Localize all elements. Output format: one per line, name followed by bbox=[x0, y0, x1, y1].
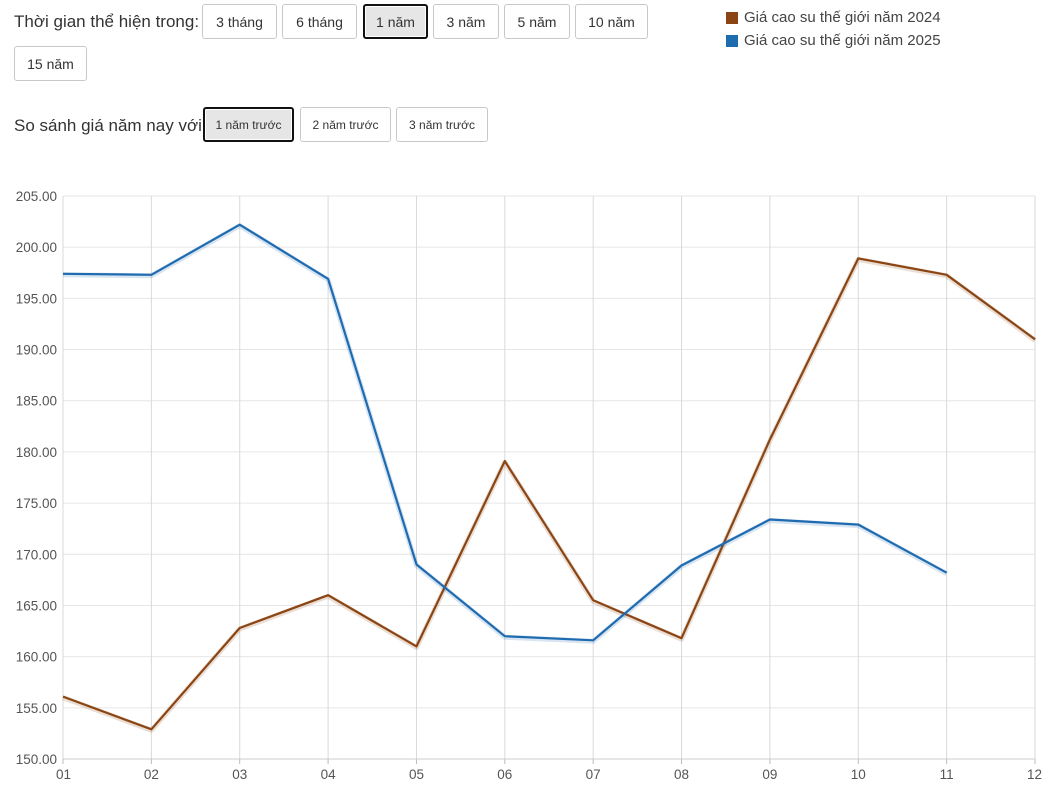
legend-label-2025: Giá cao su thế giới năm 2025 bbox=[744, 32, 941, 49]
y-tick-label: 190.00 bbox=[16, 343, 57, 358]
x-tick-label: 02 bbox=[144, 767, 159, 782]
legend-item-2025[interactable]: Giá cao su thế giới năm 2025 bbox=[726, 29, 941, 52]
legend-swatch-2025 bbox=[726, 34, 738, 47]
legend-item-2024[interactable]: Giá cao su thế giới năm 2024 bbox=[726, 6, 941, 29]
x-tick-label: 01 bbox=[56, 767, 71, 782]
series-line-2025 bbox=[62, 223, 948, 642]
y-tick-label: 185.00 bbox=[16, 394, 57, 409]
period-3-years-button[interactable]: 3 năm bbox=[433, 4, 499, 39]
compare-1-year-button[interactable]: 1 năm trước bbox=[203, 107, 294, 142]
y-tick-label: 205.00 bbox=[16, 189, 57, 204]
x-tick-label: 09 bbox=[762, 767, 777, 782]
period-1-year-button[interactable]: 1 năm bbox=[363, 4, 428, 39]
x-tick-label: 07 bbox=[586, 767, 601, 782]
line-chart: 205.00 200.00 195.00 190.00 185.00 180.00 175.… bbox=[16, 189, 1042, 782]
y-tick-label: 160.00 bbox=[16, 650, 57, 665]
period-3-months-button[interactable]: 3 tháng bbox=[202, 4, 277, 39]
chart-legend: Giá cao su thế giới năm 2024 Giá cao su … bbox=[726, 6, 941, 52]
period-6-months-button[interactable]: 6 tháng bbox=[282, 4, 357, 39]
series-line-2024 bbox=[62, 257, 1036, 731]
compare-3-years-button[interactable]: 3 năm trước bbox=[396, 107, 488, 142]
x-tick-label: 03 bbox=[232, 767, 247, 782]
compare-label: So sánh giá năm nay với: bbox=[14, 116, 207, 135]
x-tick-label: 12 bbox=[1027, 767, 1042, 782]
period-15-years-button[interactable]: 15 năm bbox=[14, 46, 87, 81]
y-tick-label: 175.00 bbox=[16, 496, 57, 511]
x-tick-label: 11 bbox=[940, 767, 954, 782]
period-label: Thời gian thể hiện trong: bbox=[14, 12, 200, 31]
x-tick-label: 05 bbox=[409, 767, 424, 782]
y-tick-label: 170.00 bbox=[16, 547, 57, 562]
x-tick-label: 04 bbox=[321, 767, 337, 782]
legend-swatch-2024 bbox=[726, 11, 738, 24]
y-tick-label: 165.00 bbox=[16, 598, 57, 613]
x-tick-label: 10 bbox=[851, 767, 866, 782]
period-5-years-button[interactable]: 5 năm bbox=[504, 4, 570, 39]
y-tick-label: 155.00 bbox=[16, 701, 57, 716]
y-tick-label: 180.00 bbox=[16, 445, 57, 460]
compare-2-years-button[interactable]: 2 năm trước bbox=[300, 107, 391, 142]
y-tick-label: 150.00 bbox=[16, 752, 57, 767]
series-line-shadow bbox=[62, 256, 1037, 733]
legend-label-2024: Giá cao su thế giới năm 2024 bbox=[744, 9, 941, 26]
y-tick-label: 195.00 bbox=[16, 291, 57, 306]
x-tick-label: 08 bbox=[674, 767, 689, 782]
period-10-years-button[interactable]: 10 năm bbox=[575, 4, 648, 39]
x-tick-label: 06 bbox=[497, 767, 512, 782]
y-tick-label: 200.00 bbox=[16, 240, 57, 255]
